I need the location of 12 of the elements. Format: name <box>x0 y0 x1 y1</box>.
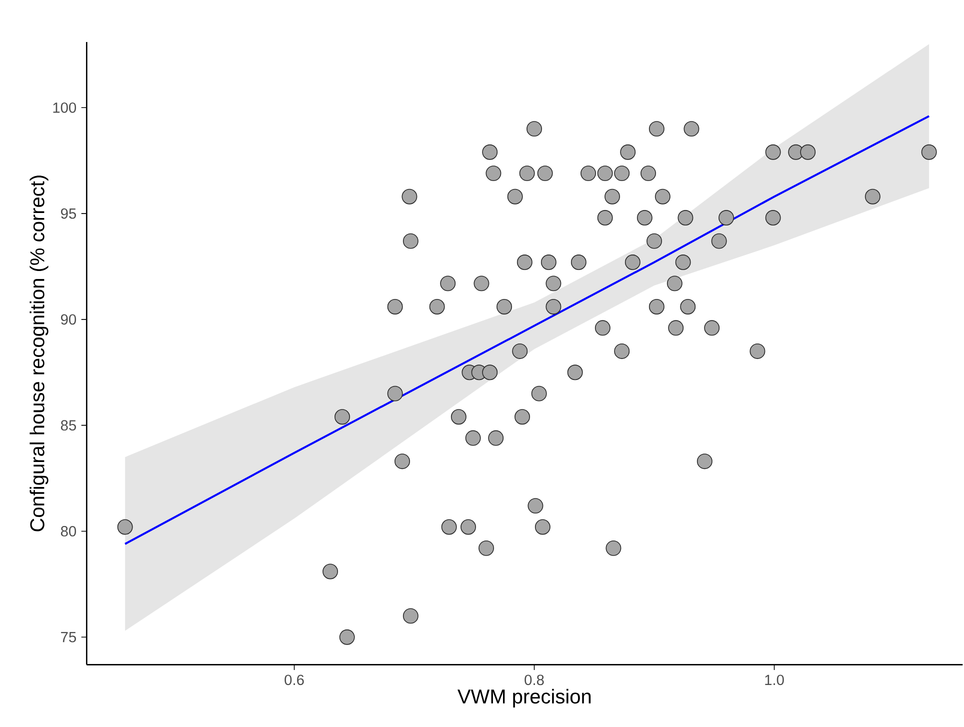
y-tick-label: 85 <box>60 420 76 431</box>
y-tick-label: 80 <box>60 526 76 537</box>
line-series <box>124 115 930 546</box>
y-tick-label: 75 <box>61 632 76 642</box>
x-axis-title: VWM precision <box>458 689 591 708</box>
x-tick-label: 0.6 <box>284 674 304 686</box>
y-tick-label: 95 <box>61 208 76 219</box>
x-tick-label: 1.0 <box>765 674 784 686</box>
y-tick-label: 90 <box>61 314 76 325</box>
y-axis-title: Configural house recognition (% correct) <box>30 176 48 532</box>
x-tick-label: 0.8 <box>524 674 544 686</box>
y-tick-label: 100 <box>53 102 76 114</box>
